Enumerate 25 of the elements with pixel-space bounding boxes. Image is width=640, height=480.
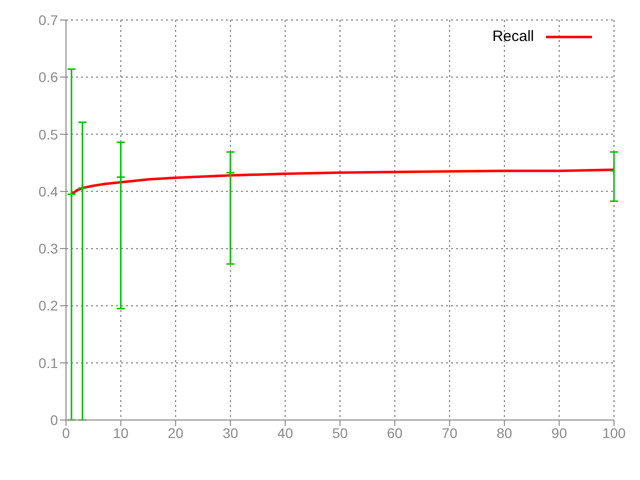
point	[78, 183, 88, 193]
y-tick-label: 0.2	[38, 298, 58, 314]
legend-label: Recall	[492, 28, 534, 45]
x-tick-label: 30	[222, 424, 238, 441]
x-tick-label: 20	[168, 424, 184, 441]
point	[116, 172, 126, 182]
y-tick-label: 0.6	[38, 69, 58, 86]
y-tick-label: 0.3	[38, 240, 58, 257]
x-tick-label: 10	[113, 424, 129, 441]
x-tick-label: 50	[332, 424, 348, 441]
x-tick-label: 0	[62, 424, 70, 441]
point	[226, 168, 236, 178]
x-tick-label: 40	[277, 424, 294, 441]
y-tick-label: 0.1	[38, 354, 58, 371]
x-tick-label: 60	[387, 424, 403, 441]
y-tick-label: 0	[50, 412, 58, 428]
x-tick-label: 80	[496, 424, 512, 441]
y-tick-label: 0.4	[38, 183, 58, 200]
x-tick-label: 70	[442, 424, 458, 441]
line-series	[70, 168, 614, 196]
x-tick-label: 100	[602, 424, 626, 441]
y-tick-label: 0.5	[38, 126, 58, 142]
y-tick-label: 0.7	[38, 12, 58, 28]
x-tick-label: 90	[551, 424, 568, 441]
point	[66, 190, 76, 200]
